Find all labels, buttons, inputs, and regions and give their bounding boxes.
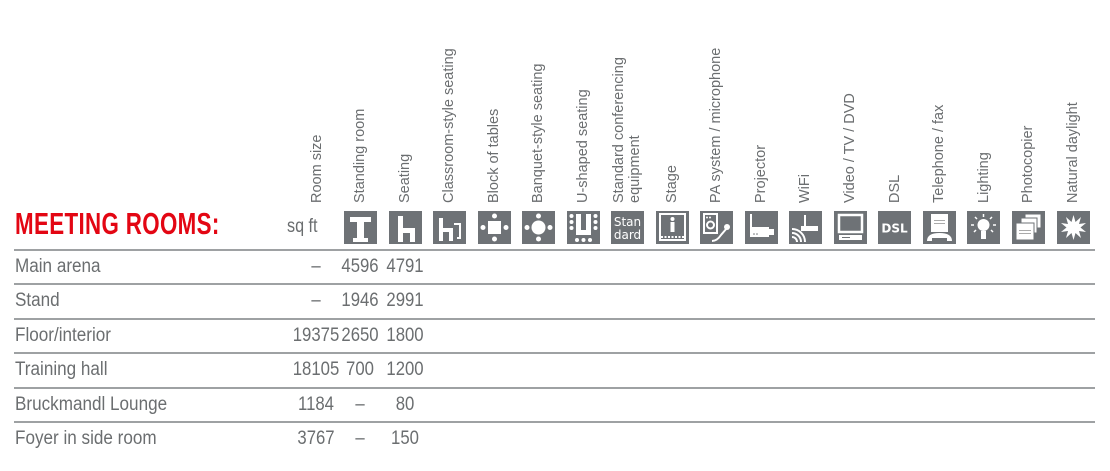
row-divider — [14, 421, 1095, 423]
table-row: Stand – 1946 2991 — [14, 286, 1095, 320]
standing-value: 700 — [346, 359, 374, 380]
table-row: Bruckmandl Lounge 1184 – 80 — [14, 390, 1095, 424]
standing-value: 1946 — [341, 290, 379, 311]
table-row: Training hall 18105 700 1200 — [14, 355, 1095, 389]
svg-text:Stan: Stan — [614, 215, 641, 229]
dsl-icon: DSL — [878, 211, 911, 244]
standing-value: – — [355, 428, 365, 449]
room-name: Training hall — [15, 359, 108, 380]
banquet-seating-icon — [522, 211, 555, 244]
table-row: Main arena – 4596 4791 — [14, 252, 1095, 286]
standard-equipment-icon: Stan dard — [611, 211, 644, 244]
seating-value: 4791 — [386, 256, 424, 277]
room-size-value: 18105 — [292, 359, 340, 380]
room-size-value: – — [311, 256, 321, 277]
room-name: Bruckmandl Lounge — [15, 394, 168, 415]
projector-icon — [745, 211, 778, 244]
room-name: Foyer in side room — [15, 428, 157, 449]
seating-value: 80 — [395, 394, 415, 415]
row-divider — [14, 318, 1095, 320]
page-title: MEETING ROOMS: — [15, 206, 220, 241]
svg-text:DSL: DSL — [881, 222, 908, 236]
seating-value: 1200 — [386, 359, 424, 380]
standing-value: 2650 — [341, 325, 379, 346]
svg-text:dard: dard — [614, 228, 641, 242]
photocopier-icon — [1012, 211, 1045, 244]
room-name: Floor/interior — [15, 325, 111, 346]
unit-label: sq ft — [287, 216, 318, 237]
pa-system-icon — [700, 211, 733, 244]
stage-icon — [656, 211, 689, 244]
room-size-value: 1184 — [298, 394, 334, 415]
header-divider — [14, 249, 1095, 251]
u-shaped-seating-icon — [567, 211, 600, 244]
seating-icon — [389, 211, 422, 244]
room-size-value: 3767 — [297, 428, 335, 449]
room-size-value: – — [311, 290, 321, 311]
table-row: Floor/interior 19375 2650 1800 — [14, 321, 1095, 355]
lighting-icon — [967, 211, 1000, 244]
video-tv-icon — [834, 211, 867, 244]
room-size-value: 19375 — [292, 325, 340, 346]
classroom-seating-icon — [433, 211, 466, 244]
row-divider — [14, 387, 1095, 389]
seating-value: 1800 — [386, 325, 424, 346]
wifi-icon — [789, 211, 822, 244]
row-divider — [14, 352, 1095, 354]
seating-value: 2991 — [386, 290, 424, 311]
standing-value: 4596 — [341, 256, 379, 277]
standing-icon — [344, 211, 377, 244]
standing-value: – — [355, 394, 365, 415]
table-row: Foyer in side room 3767 – 150 — [14, 424, 1095, 458]
row-divider — [14, 283, 1095, 285]
room-name: Stand — [15, 290, 60, 311]
telephone-icon — [923, 211, 956, 244]
daylight-icon — [1057, 211, 1090, 244]
seating-value: 150 — [391, 428, 419, 449]
room-name: Main arena — [15, 256, 101, 277]
block-tables-icon — [478, 211, 511, 244]
